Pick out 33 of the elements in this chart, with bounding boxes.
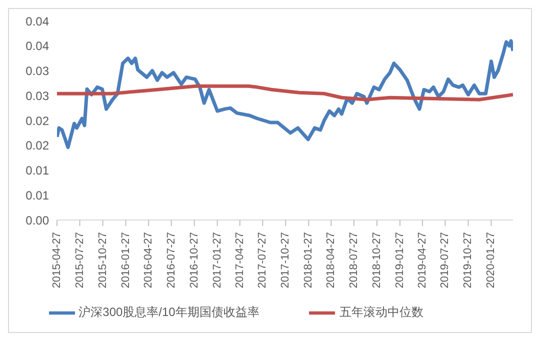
x-tick-label: 2016-01-27 bbox=[120, 232, 132, 288]
x-tick-label: 2015-07-27 bbox=[74, 232, 86, 288]
y-tick-label: 0.02 bbox=[26, 114, 50, 128]
legend-label: 五年滚动中位数 bbox=[339, 305, 424, 320]
y-tick-label: 0.03 bbox=[26, 64, 50, 78]
y-tick-label: 0.04 bbox=[26, 14, 50, 28]
y-tick-label: 0.01 bbox=[26, 164, 50, 178]
x-tick-label: 2017-04-27 bbox=[234, 232, 246, 288]
x-tick-label: 2016-07-27 bbox=[165, 232, 178, 288]
x-tick-label: 2019-01-27 bbox=[394, 232, 406, 288]
legend-label: 沪深300股息率/10年期国债收益率 bbox=[78, 305, 260, 320]
x-tick-label: 2015-10-27 bbox=[96, 232, 109, 288]
x-tick-label: 2016-10-27 bbox=[188, 232, 200, 288]
y-tick-label: 0.01 bbox=[26, 188, 50, 202]
x-tick-label: 2019-04-27 bbox=[416, 232, 428, 288]
x-tick-label: 2019-10-27 bbox=[462, 232, 474, 288]
x-tick-label: 2016-04-27 bbox=[142, 232, 155, 288]
x-tick-label: 2015-04-27 bbox=[51, 232, 63, 288]
x-tick-label: 2017-01-27 bbox=[211, 232, 224, 288]
x-tick-label: 2017-07-27 bbox=[256, 232, 269, 288]
line-series bbox=[57, 84, 513, 102]
line-series bbox=[57, 39, 513, 150]
x-tick-label: 2017-10-27 bbox=[280, 232, 292, 288]
x-tick-label: 2020-01-27 bbox=[485, 232, 498, 288]
y-tick-label: 0.04 bbox=[26, 39, 50, 54]
x-tick-label: 2018-01-27 bbox=[302, 232, 315, 288]
x-tick-label: 2018-07-27 bbox=[348, 232, 360, 288]
y-tick-label: 0.00 bbox=[26, 213, 50, 228]
x-tick-label: 2018-04-27 bbox=[325, 232, 338, 288]
x-tick-label: 2018-10-27 bbox=[370, 232, 383, 288]
y-tick-label: 0.02 bbox=[26, 138, 50, 153]
x-tick-label: 2019-07-27 bbox=[439, 232, 452, 288]
y-tick-label: 0.03 bbox=[26, 88, 50, 103]
